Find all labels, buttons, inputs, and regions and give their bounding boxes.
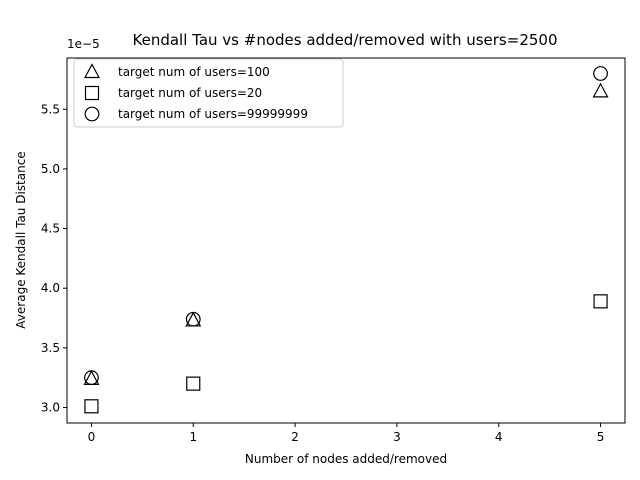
ticks: 0 1 2 3 4 5 3.0 3.5 4.0 4.5 5.0 5.5 (41, 102, 604, 444)
data-markers (83, 66, 609, 414)
circle-marker (185, 311, 201, 327)
square-marker (84, 399, 99, 414)
x-tick-label: 5 (597, 430, 605, 444)
legend-box (73, 58, 344, 128)
square-marker (593, 294, 608, 309)
y-tick-label: 5.5 (41, 102, 60, 116)
y-tick-label: 4.0 (41, 281, 60, 295)
x-tick-label: 0 (88, 430, 96, 444)
legend-triangle-marker (83, 63, 101, 79)
legend-circle-marker (84, 106, 100, 122)
legend-label: target num of users=99999999 (118, 107, 308, 121)
chart-title: Kendall Tau vs #nodes added/removed with… (133, 31, 558, 49)
square-marker (186, 376, 201, 391)
legend-label: target num of users=100 (118, 65, 270, 79)
x-tick-label: 4 (495, 430, 503, 444)
x-tick-label: 1 (189, 430, 197, 444)
y-tick-label: 3.0 (41, 400, 60, 414)
legend-items: target num of users=100 target num of use… (83, 63, 308, 122)
plot-area (66, 57, 626, 424)
y-tick-label: 4.5 (41, 222, 60, 236)
legend-label: target num of users=20 (118, 86, 262, 100)
y-axis-label: Average Kendall Tau Distance (14, 151, 28, 328)
y-offset-label: 1e−5 (67, 37, 100, 51)
circle-marker (84, 370, 99, 386)
circle-marker (593, 66, 608, 81)
x-tick-label: 3 (393, 430, 401, 444)
legend-square-marker (84, 85, 100, 101)
y-tick-label: 5.0 (41, 162, 60, 176)
x-tick-label: 2 (291, 430, 299, 444)
legend: target num of users=100 target num of use… (73, 58, 344, 128)
x-axis-label: Number of nodes added/removed (245, 452, 447, 466)
y-tick-label: 3.5 (41, 341, 60, 355)
triangle-marker (592, 82, 609, 98)
